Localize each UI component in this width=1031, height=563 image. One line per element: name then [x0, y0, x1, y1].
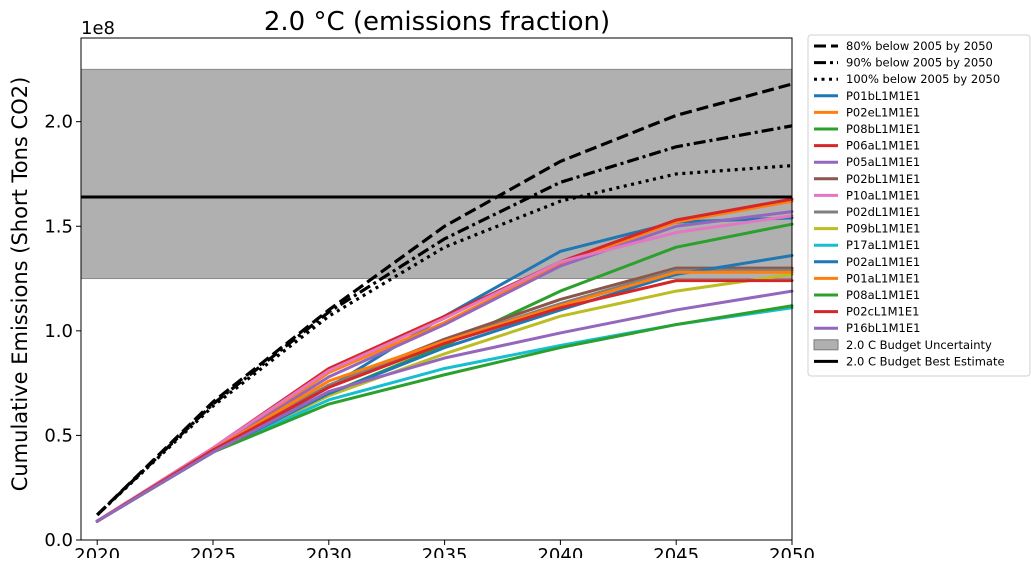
budget-uncertainty-band — [80, 68, 793, 280]
x-tick-label: 2040 — [537, 545, 583, 558]
series-line-P02cL1M1E1 — [95, 279, 794, 523]
legend-key-patch — [813, 339, 839, 351]
x-tick-label: 2035 — [422, 545, 468, 558]
reference-layer — [96, 82, 793, 517]
legend-label: P09bL1M1E1 — [846, 222, 920, 236]
x-tick-label: 2030 — [306, 545, 352, 558]
series-line-P01aL1M1E1 — [95, 270, 794, 523]
legend-label: P02eL1M1E1 — [846, 105, 920, 119]
legend-label: P05aL1M1E1 — [846, 155, 920, 169]
legend: 80% below 2005 by 2050 90% below 2005 by … — [807, 34, 1031, 377]
reference-line-dashed — [96, 82, 793, 517]
x-tick-label: 2045 — [653, 545, 699, 558]
plot-frame — [80, 37, 793, 541]
legend-label: P02cL1M1E1 — [846, 305, 919, 319]
legend-label: P17aL1M1E1 — [846, 238, 920, 252]
legend-label: 80% below 2005 by 2050 — [846, 39, 993, 53]
legend-label: 90% below 2005 by 2050 — [846, 56, 993, 70]
legend-label: P02dL1M1E1 — [846, 205, 920, 219]
legend-label: P02bL1M1E1 — [846, 172, 920, 186]
legend-label: P10aL1M1E1 — [846, 188, 920, 202]
legend-label: P01aL1M1E1 — [846, 271, 920, 285]
legend-label: P08bL1M1E1 — [846, 122, 920, 136]
series-line-P09bL1M1E1 — [95, 272, 794, 523]
legend-label: P16bL1M1E1 — [846, 321, 920, 335]
y-tick-label: 2.0 — [44, 112, 73, 133]
x-tick-label: 2025 — [190, 545, 236, 558]
legend-label: 2.0 C Budget Uncertainty — [846, 338, 992, 352]
reference-line-dotted — [96, 163, 793, 517]
series-line-P02aL1M1E1 — [95, 254, 794, 523]
y-axis-label: Cumulative Emissions (Short Tons CO2) — [8, 77, 32, 492]
reference-line-dashdot — [96, 124, 793, 517]
legend-label: 100% below 2005 by 2050 — [846, 72, 1000, 86]
legend-frame — [807, 34, 1031, 377]
legend-label: P06aL1M1E1 — [846, 139, 920, 153]
y-tick-label: 0.0 — [44, 530, 73, 551]
series-line-P02bL1M1E1 — [95, 266, 794, 523]
x-tick-label: 2050 — [769, 545, 815, 558]
legend-label: P01bL1M1E1 — [846, 89, 920, 103]
y-tick-label: 1.0 — [44, 321, 73, 342]
legend-label: P08aL1M1E1 — [846, 288, 920, 302]
series-layer — [95, 197, 794, 523]
y-tick-label: 0.5 — [44, 425, 73, 446]
series-line-P10aL1M1E1 — [95, 214, 794, 523]
legend-label: 2.0 C Budget Best Estimate — [846, 354, 1005, 368]
chart-title: 2.0 °C (emissions fraction) — [264, 7, 610, 37]
y-tick-label: 1.5 — [44, 216, 73, 237]
y-axis-offset-label: 1e8 — [81, 18, 115, 39]
budget-band-layer — [80, 68, 793, 280]
series-line-P16bL1M1E1 — [95, 289, 794, 523]
legend-label: P02aL1M1E1 — [846, 255, 920, 269]
x-tick-label: 2020 — [74, 545, 120, 558]
